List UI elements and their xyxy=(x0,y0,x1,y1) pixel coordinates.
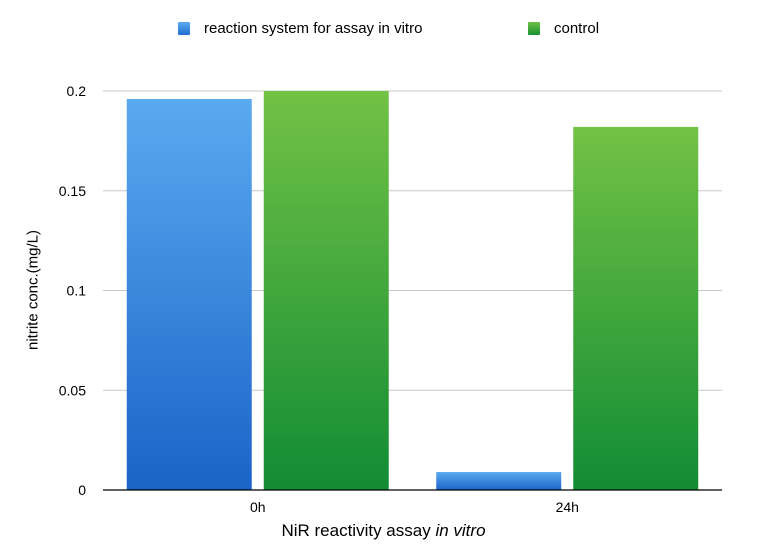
bar-reaction-24h xyxy=(436,472,562,490)
legend-swatch-blue xyxy=(178,22,190,35)
x-axis-label-text: NiR reactivity assay xyxy=(281,521,431,540)
x-tick-label-0h: 0h xyxy=(250,499,266,515)
y-tick-label-0: 0 xyxy=(78,482,86,498)
legend-label-control: control xyxy=(554,20,600,37)
legend: reaction system for assay in vitro contr… xyxy=(0,20,757,40)
x-axis-label: NiR reactivity assay in vitro xyxy=(0,521,757,541)
bar-reaction-0h xyxy=(126,98,252,490)
bar-control-24h xyxy=(573,126,699,490)
legend-label-reaction-system: reaction system for assay in vitro xyxy=(204,20,423,37)
legend-item-reaction-system: reaction system for assay in vitro xyxy=(178,20,422,37)
y-tick-label-4: 0.2 xyxy=(67,83,87,99)
y-axis-label: nitrite conc.(mg/L) xyxy=(24,229,42,351)
legend-item-control: control xyxy=(528,20,599,37)
x-axis-label-italic: in vitro xyxy=(435,521,486,540)
y-tick-label-3: 0.15 xyxy=(59,183,86,199)
legend-swatch-green xyxy=(528,22,540,35)
bar-control-0h xyxy=(263,91,389,490)
y-tick-label-1: 0.05 xyxy=(59,382,86,398)
y-tick-label-2: 0.1 xyxy=(67,283,87,299)
x-tick-label-24h: 24h xyxy=(556,499,579,515)
